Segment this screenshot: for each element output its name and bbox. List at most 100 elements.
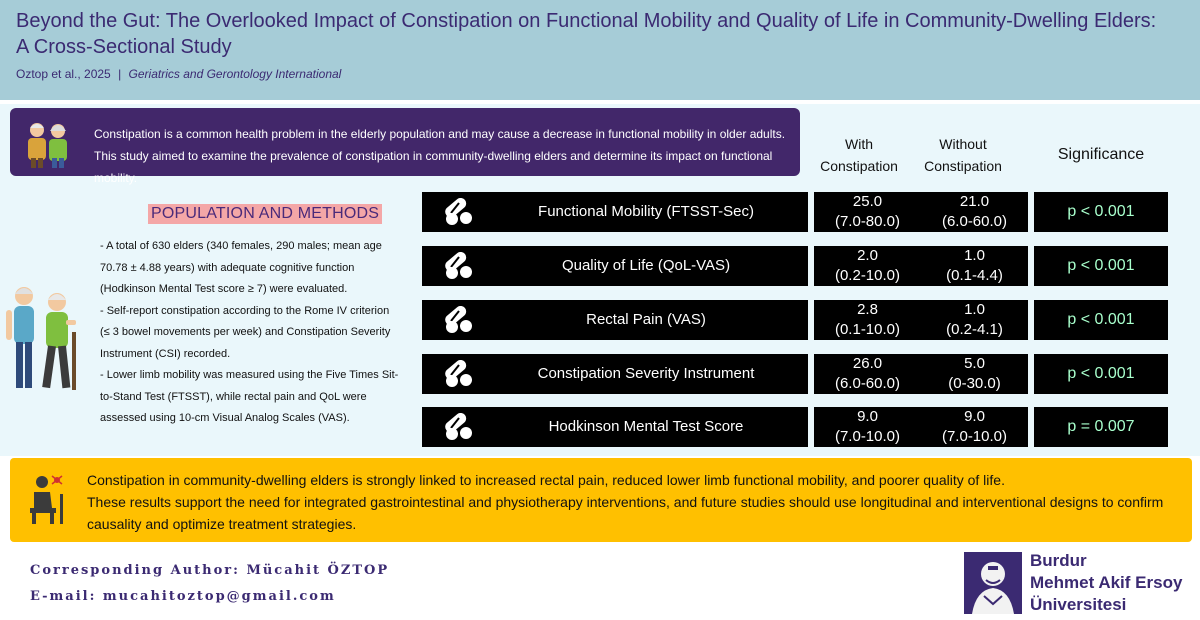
- result-row-label: Hodkinson Mental Test Score: [548, 418, 744, 435]
- column-without-line1: Without: [939, 136, 987, 152]
- byline-separator: |: [118, 67, 122, 81]
- significance-value: p < 0.001: [1034, 354, 1168, 394]
- corresponding-author: Corresponding Author: Mücahit ÖZTOP: [30, 563, 390, 578]
- median: 9.0: [857, 408, 878, 425]
- pills-icon: [445, 252, 472, 279]
- methods-title: POPULATION AND METHODS: [148, 204, 383, 224]
- range: (7.0-10.0): [941, 428, 1008, 445]
- median: 26.0: [852, 355, 883, 372]
- university-line-2: Mehmet Akif Ersoy: [1030, 573, 1183, 592]
- column-significance: Significance: [1057, 146, 1145, 163]
- university-line-1: Burdur: [1030, 551, 1087, 570]
- with-constipation-value: 26.0 (6.0-60.0): [814, 354, 921, 394]
- conclusion-line-1: Constipation in community-dwelling elder…: [87, 472, 1005, 488]
- pills-icon: [445, 360, 472, 387]
- result-row-label-box: Constipation Severity Instrument: [422, 354, 808, 394]
- intro-line-1: Constipation is a common health problem …: [94, 127, 786, 141]
- with-constipation-value: 2.0 (0.2-10.0): [814, 246, 921, 286]
- elderly-walking-icon: [6, 287, 76, 390]
- without-constipation-value: 5.0 (0-30.0): [921, 354, 1028, 394]
- median: 5.0: [964, 355, 985, 372]
- seated-elder-icon: [30, 475, 63, 524]
- significance-value: p < 0.001: [1034, 246, 1168, 286]
- without-constipation-value: 21.0 (6.0-60.0): [921, 192, 1028, 232]
- intro-text: Constipation is a common health problem …: [94, 123, 794, 189]
- byline: Oztop et al., 2025 | Geriatrics and Gero…: [16, 67, 341, 81]
- result-row-label: Functional Mobility (FTSST-Sec): [538, 203, 754, 220]
- intro-box: [10, 108, 800, 176]
- title-line-1: Beyond the Gut: The Overlooked Impact of…: [16, 10, 1157, 32]
- conclusion-line-3: causality and optimize treatment strateg…: [87, 516, 357, 532]
- pills-icon: [445, 306, 472, 333]
- with-constipation-value: 9.0 (7.0-10.0): [814, 407, 921, 447]
- methods-text: - A total of 630 elders (340 females, 29…: [100, 236, 400, 430]
- significance-value: p = 0.007: [1034, 407, 1168, 447]
- result-row-label-box: Hodkinson Mental Test Score: [422, 407, 808, 447]
- journal-name: Geriatrics and Gerontology International: [128, 67, 342, 81]
- column-without-constipation: Without Constipation: [908, 133, 1018, 177]
- range: (0.2-4.1): [946, 321, 1003, 338]
- result-row-label-box: Rectal Pain (VAS): [422, 300, 808, 340]
- page-title: Beyond the Gut: The Overlooked Impact of…: [16, 8, 1186, 60]
- median: 9.0: [964, 408, 985, 425]
- authors: Oztop et al., 2025: [16, 67, 111, 81]
- without-constipation-value: 9.0 (7.0-10.0): [921, 407, 1028, 447]
- title-line-2: A Cross-Sectional Study: [16, 36, 232, 58]
- conclusion-box: [10, 458, 1192, 542]
- result-row-values: 25.0 (7.0-80.0) 21.0 (6.0-60.0): [814, 192, 1028, 232]
- result-row-label: Constipation Severity Instrument: [537, 365, 755, 382]
- column-with-constipation: With Constipation: [804, 133, 914, 177]
- median: 2.8: [857, 301, 878, 318]
- range: (7.0-80.0): [834, 213, 901, 230]
- without-constipation-value: 1.0 (0.2-4.1): [921, 300, 1028, 340]
- column-without-line2: Constipation: [924, 158, 1002, 174]
- result-row-values: 2.0 (0.2-10.0) 1.0 (0.1-4.4): [814, 246, 1028, 286]
- methods-line: (≤ 3 bowel movements per week) and Const…: [100, 326, 391, 338]
- range: (0.1-10.0): [834, 321, 901, 338]
- median: 21.0: [959, 193, 990, 210]
- range: (0-30.0): [948, 375, 1001, 392]
- pills-icon: [445, 198, 472, 225]
- range: (7.0-10.0): [834, 428, 901, 445]
- methods-line: Instrument (CSI) recorded.: [100, 347, 231, 360]
- pills-icon: [445, 413, 472, 440]
- median: 1.0: [964, 301, 985, 318]
- methods-line: (Hodkinson Mental Test score ≥ 7) were e…: [100, 283, 348, 295]
- university-line-3: Üniversitesi: [1030, 595, 1127, 614]
- conclusion-line-2: These results support the need for integ…: [87, 494, 1164, 510]
- result-row-label: Quality of Life (QoL-VAS): [561, 257, 731, 274]
- without-constipation-value: 1.0 (0.1-4.4): [921, 246, 1028, 286]
- median: 2.0: [857, 247, 878, 264]
- median: 25.0: [852, 193, 883, 210]
- intro-line-2: This study aimed to examine the prevalen…: [94, 149, 773, 185]
- result-row-values: 26.0 (6.0-60.0) 5.0 (0-30.0): [814, 354, 1028, 394]
- university-portrait-logo: [964, 552, 1022, 614]
- methods-line: to-Stand Test (FTSST), while rectal pain…: [100, 390, 367, 403]
- column-with-line1: With: [845, 136, 873, 152]
- result-row-label-box: Functional Mobility (FTSST-Sec): [422, 192, 808, 232]
- methods-line: 70.78 ± 4.88 years) with adequate cognit…: [100, 261, 355, 274]
- result-row-values: 2.8 (0.1-10.0) 1.0 (0.2-4.1): [814, 300, 1028, 340]
- significance-value: p < 0.001: [1034, 300, 1168, 340]
- median: 1.0: [964, 247, 985, 264]
- column-with-line2: Constipation: [820, 158, 898, 174]
- significance-value: p < 0.001: [1034, 192, 1168, 232]
- with-constipation-value: 25.0 (7.0-80.0): [814, 192, 921, 232]
- result-row-label: Rectal Pain (VAS): [586, 311, 706, 328]
- methods-line: - A total of 630 elders (340 females, 29…: [100, 240, 382, 252]
- university-name: Burdur Mehmet Akif Ersoy Üniversitesi: [1030, 550, 1182, 616]
- author-email[interactable]: E-mail: mucahitoztop@gmail.com: [30, 589, 336, 604]
- result-row-label-box: Quality of Life (QoL-VAS): [422, 246, 808, 286]
- range: (6.0-60.0): [834, 375, 901, 392]
- range: (6.0-60.0): [941, 213, 1008, 230]
- methods-line: assessed using 10-cm Visual Analog Scale…: [100, 412, 350, 424]
- header-banner: [0, 0, 1200, 100]
- with-constipation-value: 2.8 (0.1-10.0): [814, 300, 921, 340]
- elderly-couple-icon: [28, 123, 67, 168]
- methods-line: - Lower limb mobility was measured using…: [100, 369, 399, 381]
- range: (0.1-4.4): [946, 267, 1003, 284]
- result-row-values: 9.0 (7.0-10.0) 9.0 (7.0-10.0): [814, 407, 1028, 447]
- methods-line: - Self-report constipation according to …: [100, 304, 390, 317]
- range: (0.2-10.0): [834, 267, 901, 284]
- conclusion-text: Constipation in community-dwelling elder…: [87, 469, 1182, 535]
